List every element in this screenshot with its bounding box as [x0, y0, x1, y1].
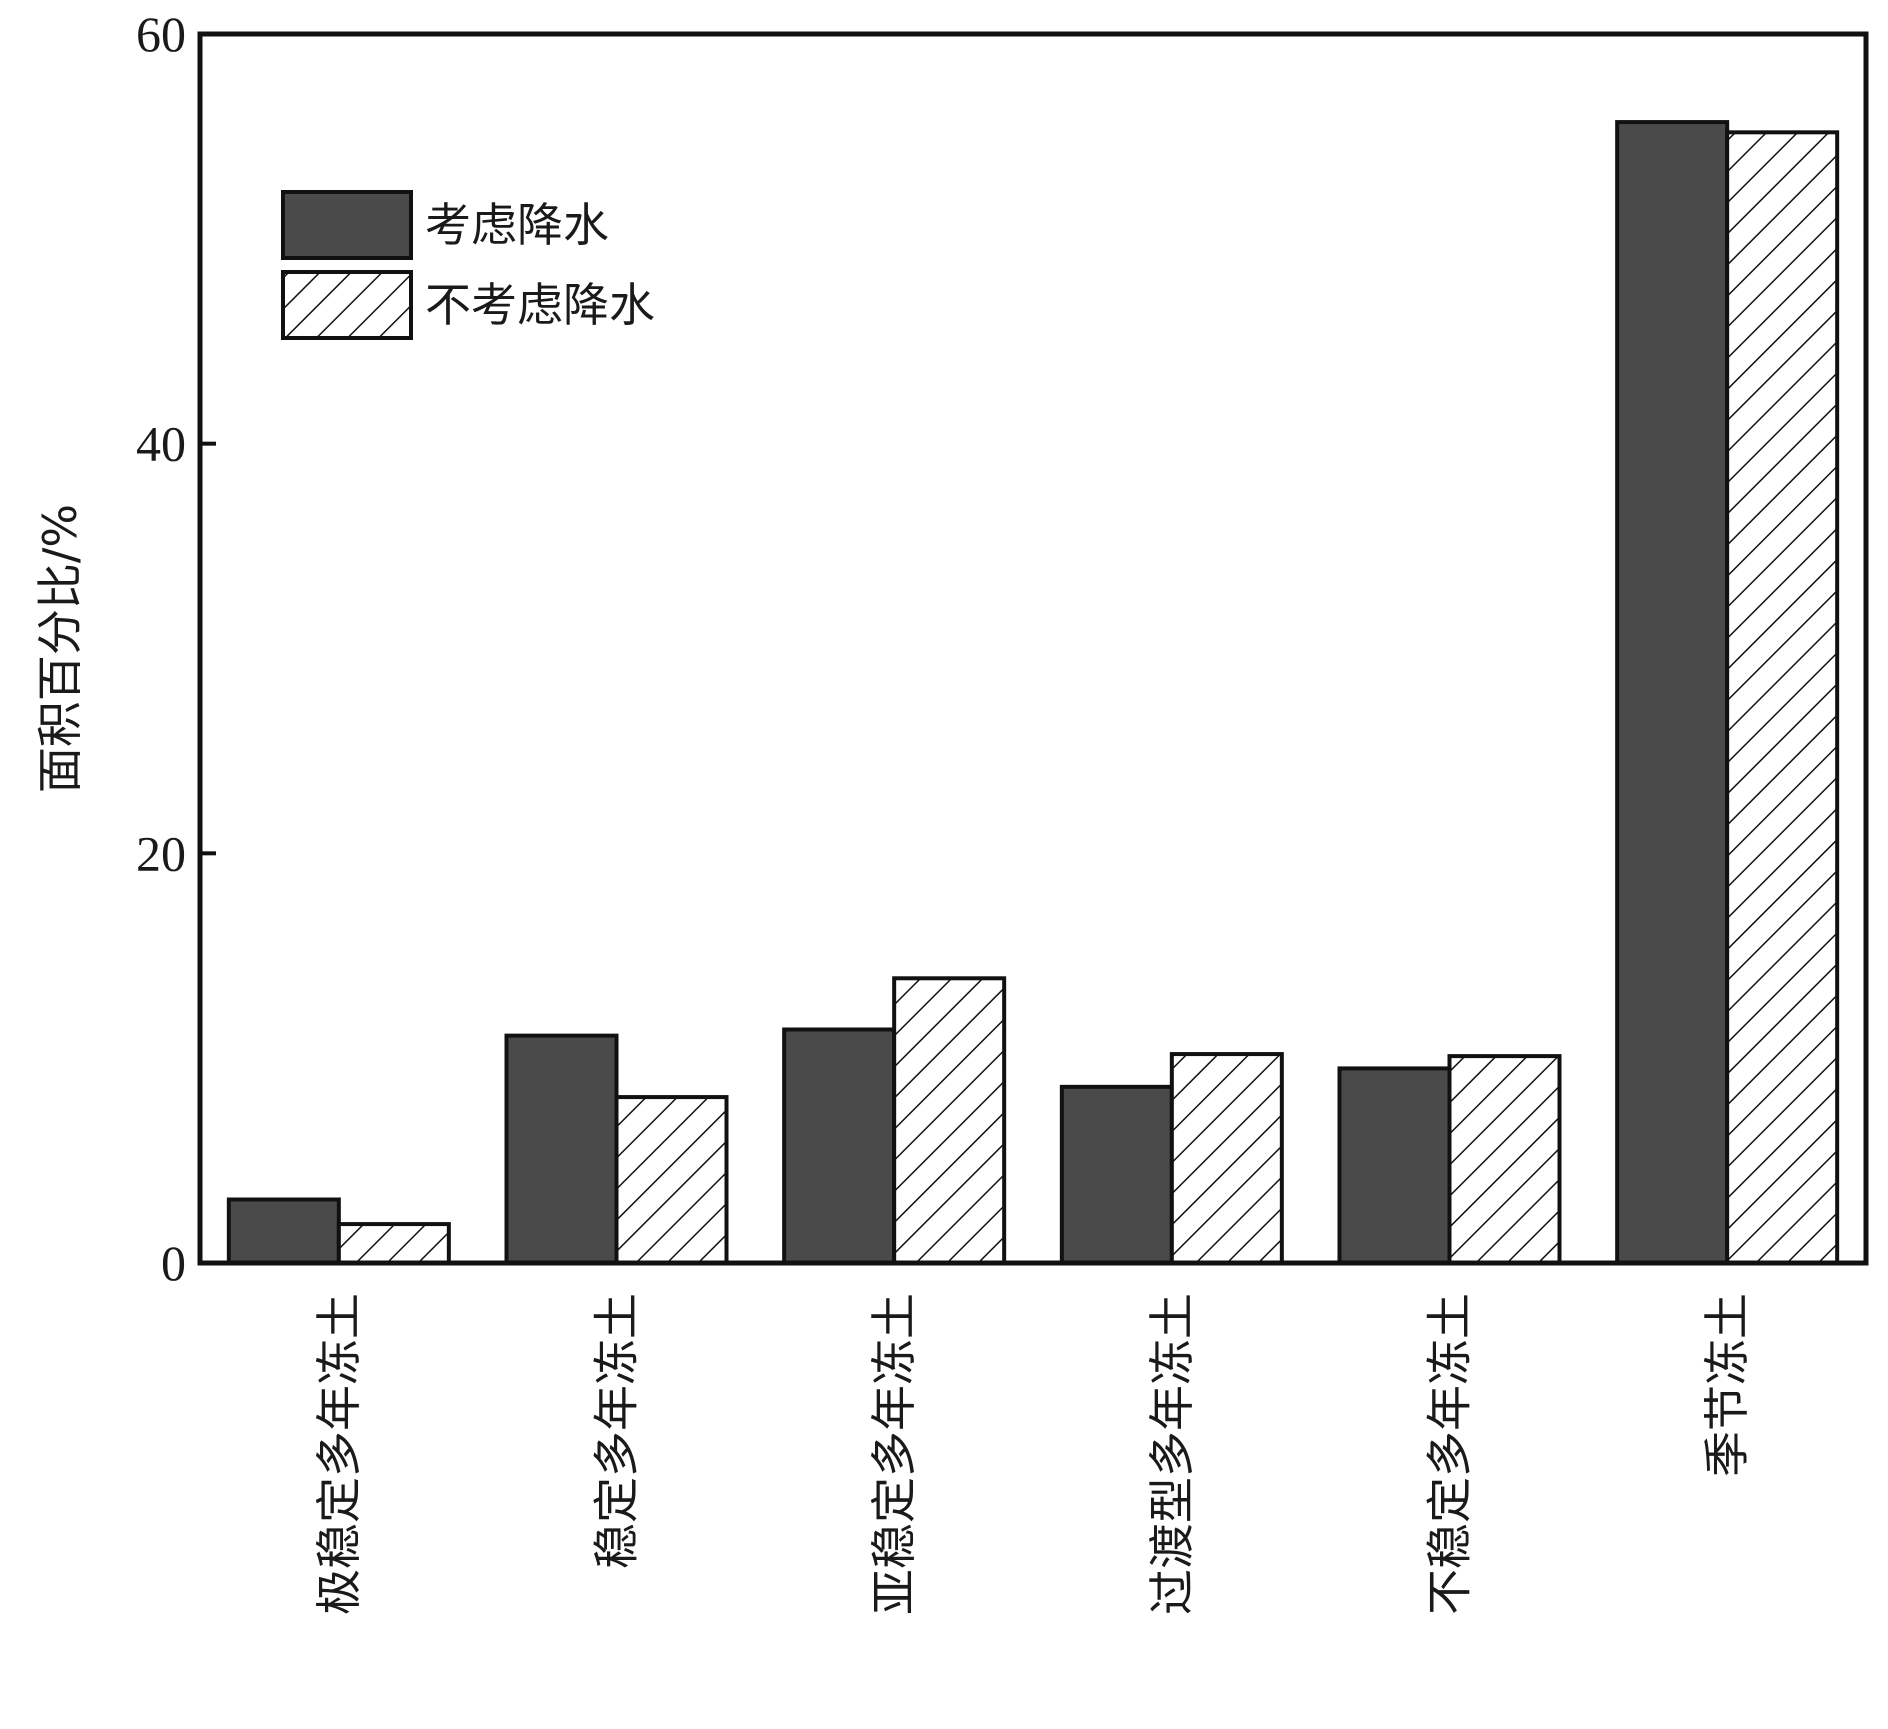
bar-with-precipitation-4 — [1337, 1066, 1452, 1265]
x-category-label-2: 亚稳定多年冻土 — [867, 1293, 921, 1615]
y-tick-label-60: 60 — [136, 6, 186, 62]
bar-with-precipitation-3 — [1059, 1084, 1174, 1266]
y-axis: 0 20 40 60 — [136, 6, 216, 1291]
plot-frame — [197, 31, 1869, 1266]
bar-without-precipitation-3 — [1169, 1052, 1284, 1265]
bar-without-precipitation-2 — [892, 976, 1007, 1265]
bar-without-precipitation-1 — [614, 1095, 729, 1265]
x-category-label-3: 过渡型多年冻土 — [1145, 1293, 1199, 1615]
x-category-label-0: 极稳定多年冻土 — [312, 1293, 366, 1615]
x-category-label-5: 季节冻土 — [1700, 1293, 1754, 1477]
bar-with-precipitation-0 — [226, 1197, 341, 1266]
bars-layer — [226, 120, 1840, 1266]
x-category-label-1: 稳定多年冻土 — [590, 1293, 644, 1569]
legend-label-without-precipitation: 不考虑降水 — [425, 278, 655, 332]
bar-without-precipitation-4 — [1447, 1054, 1562, 1265]
bar-without-precipitation-5 — [1725, 130, 1840, 1266]
bar-with-precipitation-2 — [782, 1027, 897, 1265]
x-category-label-4: 不稳定多年冻土 — [1423, 1293, 1477, 1615]
bar-with-precipitation-5 — [1615, 120, 1730, 1265]
bar-with-precipitation-1 — [504, 1033, 619, 1266]
x-axis: 极稳定多年冻土 稳定多年冻土 亚稳定多年冻土 过渡型多年冻土 不稳定多年冻土 季节冻土 — [312, 1293, 1754, 1615]
y-axis-title: 面积百分比/% — [33, 504, 87, 793]
y-tick-label-20: 20 — [136, 825, 186, 881]
legend-swatch-solid — [281, 190, 413, 260]
legend: 考虑降水 不考虑降水 — [281, 190, 655, 340]
bar-without-precipitation-0 — [336, 1222, 451, 1265]
y-tick-label-0: 0 — [161, 1235, 186, 1291]
legend-label-with-precipitation: 考虑降水 — [425, 198, 609, 252]
y-tick-label-40: 40 — [136, 416, 186, 472]
legend-swatch-hatched — [281, 270, 413, 340]
